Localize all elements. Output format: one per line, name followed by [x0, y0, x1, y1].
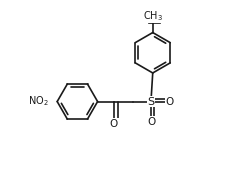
Text: CH$_3$: CH$_3$ [143, 9, 163, 23]
Text: S: S [148, 97, 155, 106]
Text: NO$_2$: NO$_2$ [28, 95, 48, 108]
Text: O: O [110, 119, 118, 129]
Text: O: O [166, 97, 174, 106]
Text: O: O [147, 117, 155, 127]
